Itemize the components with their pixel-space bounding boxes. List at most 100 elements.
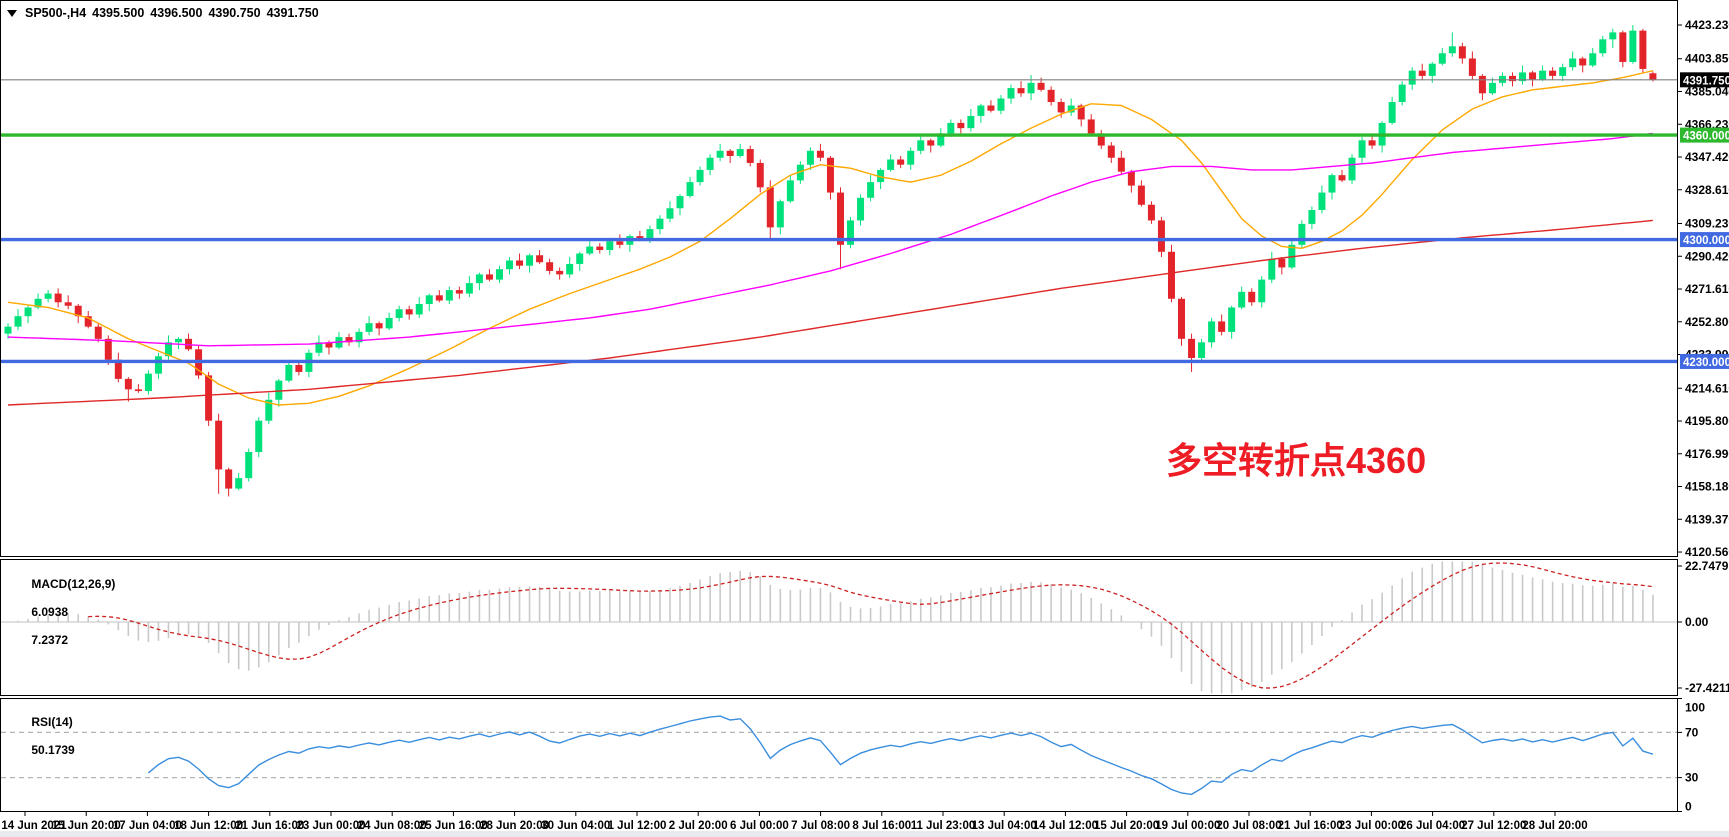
candle-body-bull	[1308, 209, 1316, 224]
candle-body-bull	[506, 260, 513, 270]
candle-body-bear	[1579, 58, 1587, 66]
candle-body-bull	[947, 122, 955, 134]
price-axis-label: 4158.180	[1685, 480, 1729, 494]
candle-body-bear	[766, 187, 774, 228]
candle-body-bull	[144, 373, 152, 392]
candle-body-bull	[1589, 53, 1597, 66]
candle-body-bull	[365, 323, 373, 332]
macd-indicator-label: MACD(12,26,9) 6.0938 7.2372	[18, 563, 115, 661]
macd-signal-value: 7.2372	[31, 633, 69, 647]
candle-body-bear	[1549, 70, 1557, 76]
candle-body-bear	[1649, 73, 1657, 80]
date-axis-label: 23 Jul 00:00	[1339, 820, 1404, 832]
candle-body-bear	[546, 262, 554, 271]
candle-body-bull	[806, 150, 814, 165]
candle-body-bull	[164, 342, 172, 357]
candle-body-bear	[1087, 119, 1095, 134]
price-axis-label: 4309.230	[1685, 217, 1729, 231]
ma-slow-red-line	[7, 219, 1653, 406]
candle-body-bull	[676, 196, 684, 209]
candle-body-bear	[816, 150, 824, 158]
candle-body-bull	[1448, 46, 1456, 54]
candle-body-bull	[736, 149, 744, 156]
candle-body-bull	[977, 105, 985, 116]
candle-body-bull	[1428, 63, 1436, 76]
price-axis-label: 4328.610	[1685, 183, 1729, 197]
candle-body-bear	[74, 305, 82, 317]
candle-body-bear	[64, 302, 72, 306]
date-axis-label: 17 Jun 04:00	[113, 820, 182, 832]
price-level-label-box	[1680, 353, 1729, 369]
candle-body-bull	[1007, 88, 1015, 99]
candle-body-bear	[485, 274, 493, 280]
bottom-strip	[0, 831, 1729, 837]
candle-body-bull	[937, 133, 945, 146]
candle-body-bull	[1027, 82, 1035, 94]
candle-body-bear	[225, 469, 233, 489]
date-axis-label: 24 Jun 08:00	[358, 820, 427, 832]
candle-body-bull	[716, 150, 724, 158]
candle-body-bull	[1569, 58, 1577, 68]
candle-body-bull	[606, 241, 614, 251]
candle-body-bull	[576, 253, 584, 264]
candle-body-bear	[205, 375, 213, 421]
price-level-label: 4391.750	[1683, 75, 1729, 87]
date-axis-label: 30 Jun 04:00	[541, 820, 610, 832]
candle-body-bear	[1509, 75, 1516, 82]
candle-body-bull	[175, 338, 183, 343]
price-axis-label: 4214.610	[1685, 381, 1729, 395]
candle-body-bull	[907, 150, 915, 165]
candle-body-bear	[1127, 171, 1135, 186]
macd-main-value: 6.0938	[31, 605, 69, 619]
candle-body-bull	[706, 157, 714, 170]
candle-body-bull	[656, 218, 664, 230]
candle-body-bear	[345, 337, 353, 343]
date-axis-label: 28 Jun 20:00	[480, 820, 549, 832]
price-level-label: 4360.000	[1683, 131, 1729, 143]
candle-body-bull	[566, 263, 574, 275]
candle-body-bull	[395, 309, 403, 318]
macd-scale-label: 0.00	[1685, 615, 1709, 629]
ma-fast-orange-line	[7, 70, 1654, 406]
candle-body-bull	[1539, 70, 1547, 80]
candle-body-bull	[385, 317, 393, 329]
candle-body-bull	[796, 164, 804, 181]
date-axis-label: 6 Jul 00:00	[730, 820, 789, 832]
date-axis-label: 14 Jul 12:00	[1033, 820, 1098, 832]
candle-body-bull	[1559, 67, 1567, 76]
candle-body-bull	[1609, 32, 1617, 40]
candle-body-bear	[1147, 204, 1155, 221]
candle-body-bull	[44, 293, 52, 299]
candle-body-bear	[1639, 30, 1647, 69]
candle-body-bear	[94, 326, 102, 339]
price-axis-label: 4290.420	[1685, 249, 1729, 263]
candle-body-bear	[1097, 133, 1105, 146]
candle-body-bear	[124, 378, 132, 390]
price-axis-label: 4195.800	[1685, 414, 1729, 428]
rsi-scale-label: 30	[1685, 771, 1699, 785]
candle-body-bear	[826, 157, 834, 193]
candle-body-bear	[114, 359, 122, 379]
date-axis-label: 27 Jul 12:00	[1461, 820, 1526, 832]
candle-body-bear	[1418, 70, 1426, 76]
date-axis-label: 8 Jul 16:00	[852, 820, 911, 832]
rsi-value: 50.1739	[31, 743, 75, 757]
price-axis-label: 4347.420	[1685, 150, 1729, 164]
candle-body-bull	[1629, 30, 1637, 62]
candle-body-bear	[1107, 145, 1115, 158]
candle-body-bull	[445, 290, 453, 301]
candle-body-bull	[646, 229, 654, 240]
date-axis-label: 2 Jul 20:00	[669, 820, 728, 832]
candle-body-bear	[375, 323, 383, 329]
candle-body-bull	[14, 316, 22, 327]
candle-body-bull	[526, 255, 534, 266]
candle-body-bear	[1037, 82, 1045, 90]
candle-body-bear	[746, 149, 754, 163]
candle-body-bear	[556, 270, 564, 275]
price-axis-label: 4403.850	[1685, 52, 1729, 66]
candle-body-bull	[857, 197, 865, 221]
candle-body-bear	[836, 192, 844, 245]
symbol-period-label: SP500-,H4	[25, 6, 87, 20]
candle-body-bull	[1228, 307, 1236, 332]
price-level-label-box	[1680, 127, 1729, 143]
